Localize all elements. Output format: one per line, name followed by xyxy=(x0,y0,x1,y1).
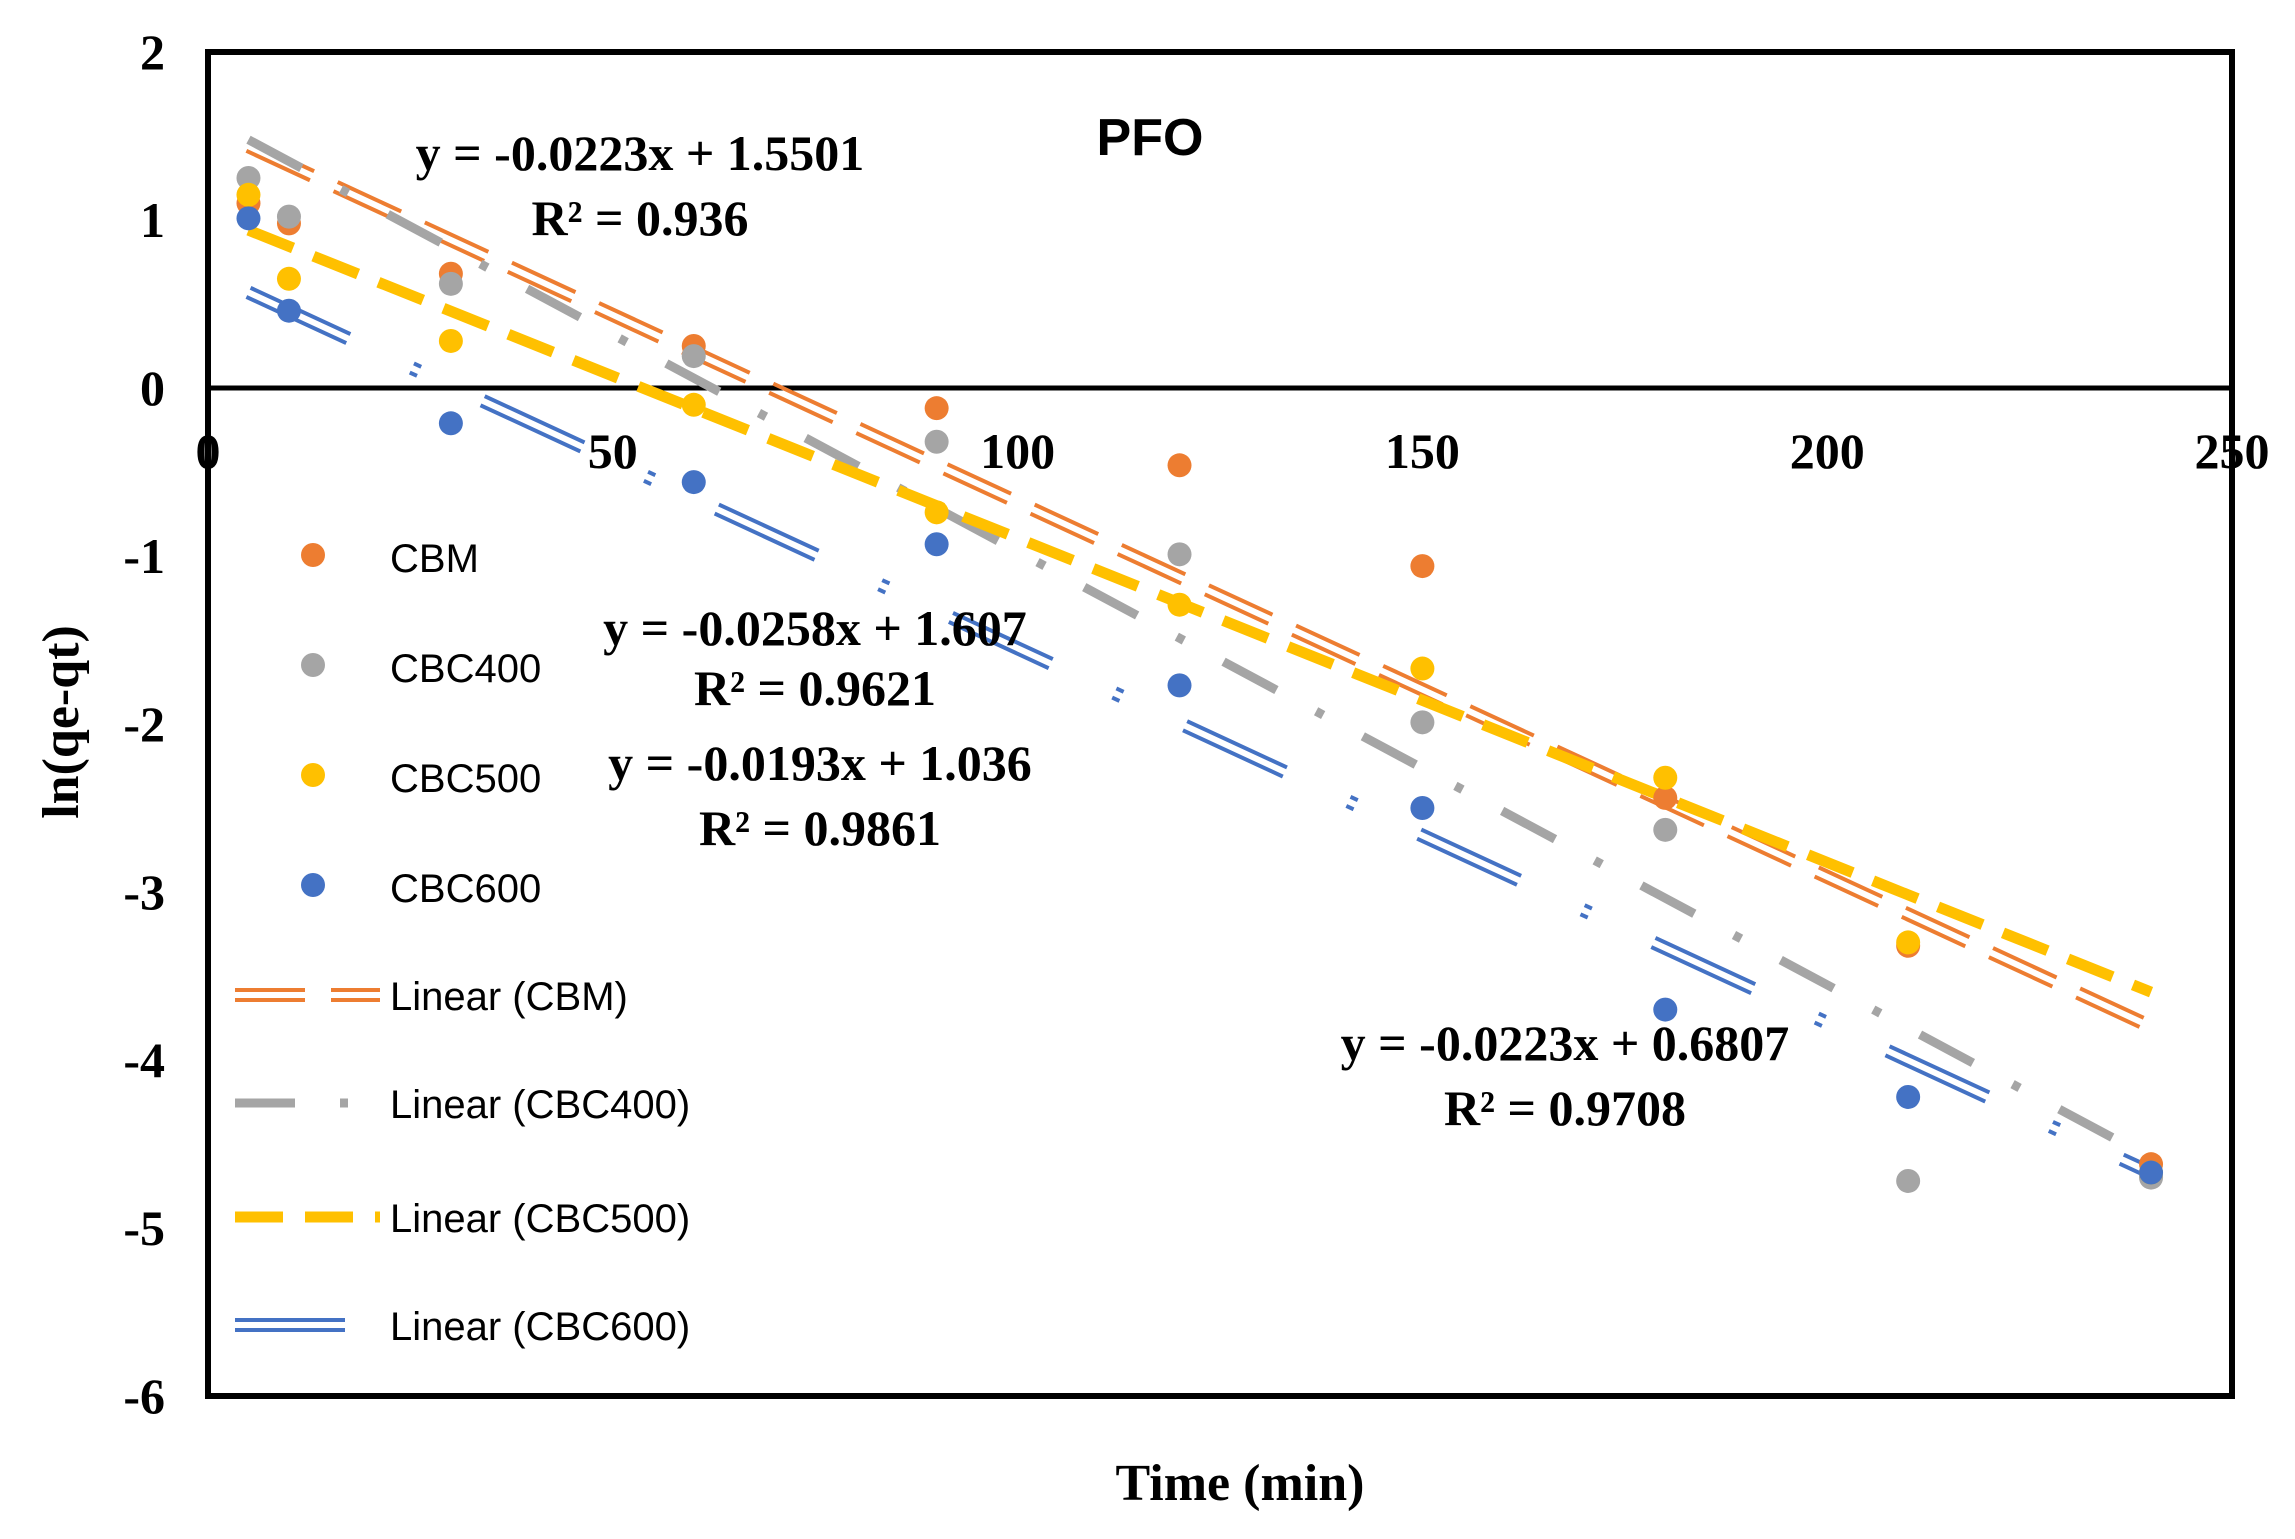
point-cbc400-6 xyxy=(1410,710,1435,735)
y-tick-label-7: 1 xyxy=(140,192,165,248)
point-cbc500-5 xyxy=(1167,592,1192,617)
y-tick-label-2: -4 xyxy=(123,1032,165,1088)
point-cbc500-2 xyxy=(438,328,463,353)
point-cbc600-0 xyxy=(236,206,261,231)
x-tick-label-4: 200 xyxy=(1790,423,1865,479)
point-cbc400-7 xyxy=(1653,817,1678,842)
point-cbc600-5 xyxy=(1167,673,1192,698)
x-axis-label: Time (min) xyxy=(1116,1455,1365,1512)
annotation-cbc600-eq: y = -0.0223x + 0.6807 xyxy=(1341,1015,1790,1071)
point-cbc600-7 xyxy=(1653,997,1678,1022)
point-cbc400-4 xyxy=(924,429,949,454)
point-cbc500-8 xyxy=(1896,930,1921,955)
annotation-cbc400-eq: y = -0.0258x + 1.607 xyxy=(603,600,1027,656)
y-tick-label-0: -6 xyxy=(123,1368,165,1424)
y-tick-labels: -6 -5 -4 -3 -2 -1 0 1 2 xyxy=(123,24,165,1424)
point-cbm-7 xyxy=(1653,785,1678,810)
y-tick-label-3: -3 xyxy=(123,864,165,920)
point-cbc500-1 xyxy=(276,266,301,291)
point-cbc400-8 xyxy=(1896,1168,1921,1193)
annotation-cbc500-r2: R² = 0.9861 xyxy=(699,800,941,856)
x-tick-label-2: 100 xyxy=(980,423,1055,479)
trendline-linear-cbc500 xyxy=(246,225,2154,998)
point-cbm-6 xyxy=(1410,554,1435,579)
annotation-cbm-eq: y = -0.0223x + 1.5501 xyxy=(416,125,865,181)
legend-marker-cbc400 xyxy=(301,653,325,677)
point-cbc600-4 xyxy=(924,532,949,557)
legend-label-cbc600: CBC600 xyxy=(390,867,541,911)
point-cbc600-6 xyxy=(1410,796,1435,820)
y-axis-label: ln(qe-qt) xyxy=(33,625,90,819)
legend-label-cbc500: CBC500 xyxy=(390,757,541,801)
point-cbc500-0 xyxy=(236,182,261,207)
annotation-cbc500-eq: y = -0.0193x + 1.036 xyxy=(608,735,1032,791)
trendlines xyxy=(245,135,2154,1180)
point-cbc500-7 xyxy=(1653,765,1678,790)
point-cbc600-8 xyxy=(1896,1084,1921,1109)
data-points xyxy=(236,166,2164,1193)
x-tick-label-5: 250 xyxy=(2195,423,2270,479)
annotation-cbc400-r2: R² = 0.9621 xyxy=(694,660,936,716)
y-tick-label-4: -2 xyxy=(123,696,165,752)
point-cbc400-3 xyxy=(681,344,706,369)
legend-trend-label-0: Linear (CBM) xyxy=(390,975,628,1019)
legend-marker-cbm xyxy=(301,543,325,567)
point-cbc500-6 xyxy=(1410,656,1435,681)
legend: CBM CBC400 CBC500 CBC600 Linear (CBM) Linear … xyxy=(235,537,690,1349)
x-tick-labels: 0 50 100 150 200 250 xyxy=(196,423,2270,479)
point-cbc500-4 xyxy=(924,500,949,525)
plot-frame xyxy=(205,49,2235,1399)
legend-trend-label-2: Linear (CBC500) xyxy=(390,1197,690,1241)
x-tick-label-1: 50 xyxy=(588,423,638,479)
legend-line-3 xyxy=(235,1318,380,1332)
legend-marker-cbc600 xyxy=(301,873,325,897)
legend-label-cbm: CBM xyxy=(390,537,479,581)
point-cbc600-2 xyxy=(438,411,463,436)
y-tick-label-5: -1 xyxy=(123,528,165,584)
trendline-linear-cbc600 xyxy=(245,286,2154,1180)
y-tick-label-1: -5 xyxy=(123,1200,165,1256)
point-cbm-4 xyxy=(924,396,949,421)
point-cbm-5 xyxy=(1167,453,1192,478)
y-tick-label-8: 2 xyxy=(140,24,165,80)
x-tick-label-3: 150 xyxy=(1385,423,1460,479)
point-cbc400-2 xyxy=(438,271,463,296)
legend-marker-cbc500 xyxy=(301,763,325,787)
legend-trend-label-1: Linear (CBC400) xyxy=(390,1083,690,1127)
legend-line-0 xyxy=(235,988,380,1002)
legend-trend-label-3: Linear (CBC600) xyxy=(390,1305,690,1349)
point-cbc600-9 xyxy=(2139,1160,2164,1185)
chart-title: PFO xyxy=(1097,109,1204,167)
point-cbc600-1 xyxy=(276,298,301,323)
annotation-cbc600-r2: R² = 0.9708 xyxy=(1444,1080,1686,1136)
annotation-cbm-r2: R² = 0.936 xyxy=(531,190,748,246)
y-tick-label-6: 0 xyxy=(140,360,165,416)
point-cbc500-3 xyxy=(681,392,706,417)
point-cbc600-3 xyxy=(681,470,706,495)
x-tick-label-0: 0 xyxy=(196,423,221,479)
legend-label-cbc400: CBC400 xyxy=(390,647,541,691)
point-cbc400-5 xyxy=(1167,542,1192,567)
trendline-linear-cbc400 xyxy=(246,135,2154,1163)
trendline-linear-cbm xyxy=(245,139,2154,1034)
point-cbc400-1 xyxy=(276,204,301,229)
point-cbc400-0 xyxy=(236,166,261,190)
